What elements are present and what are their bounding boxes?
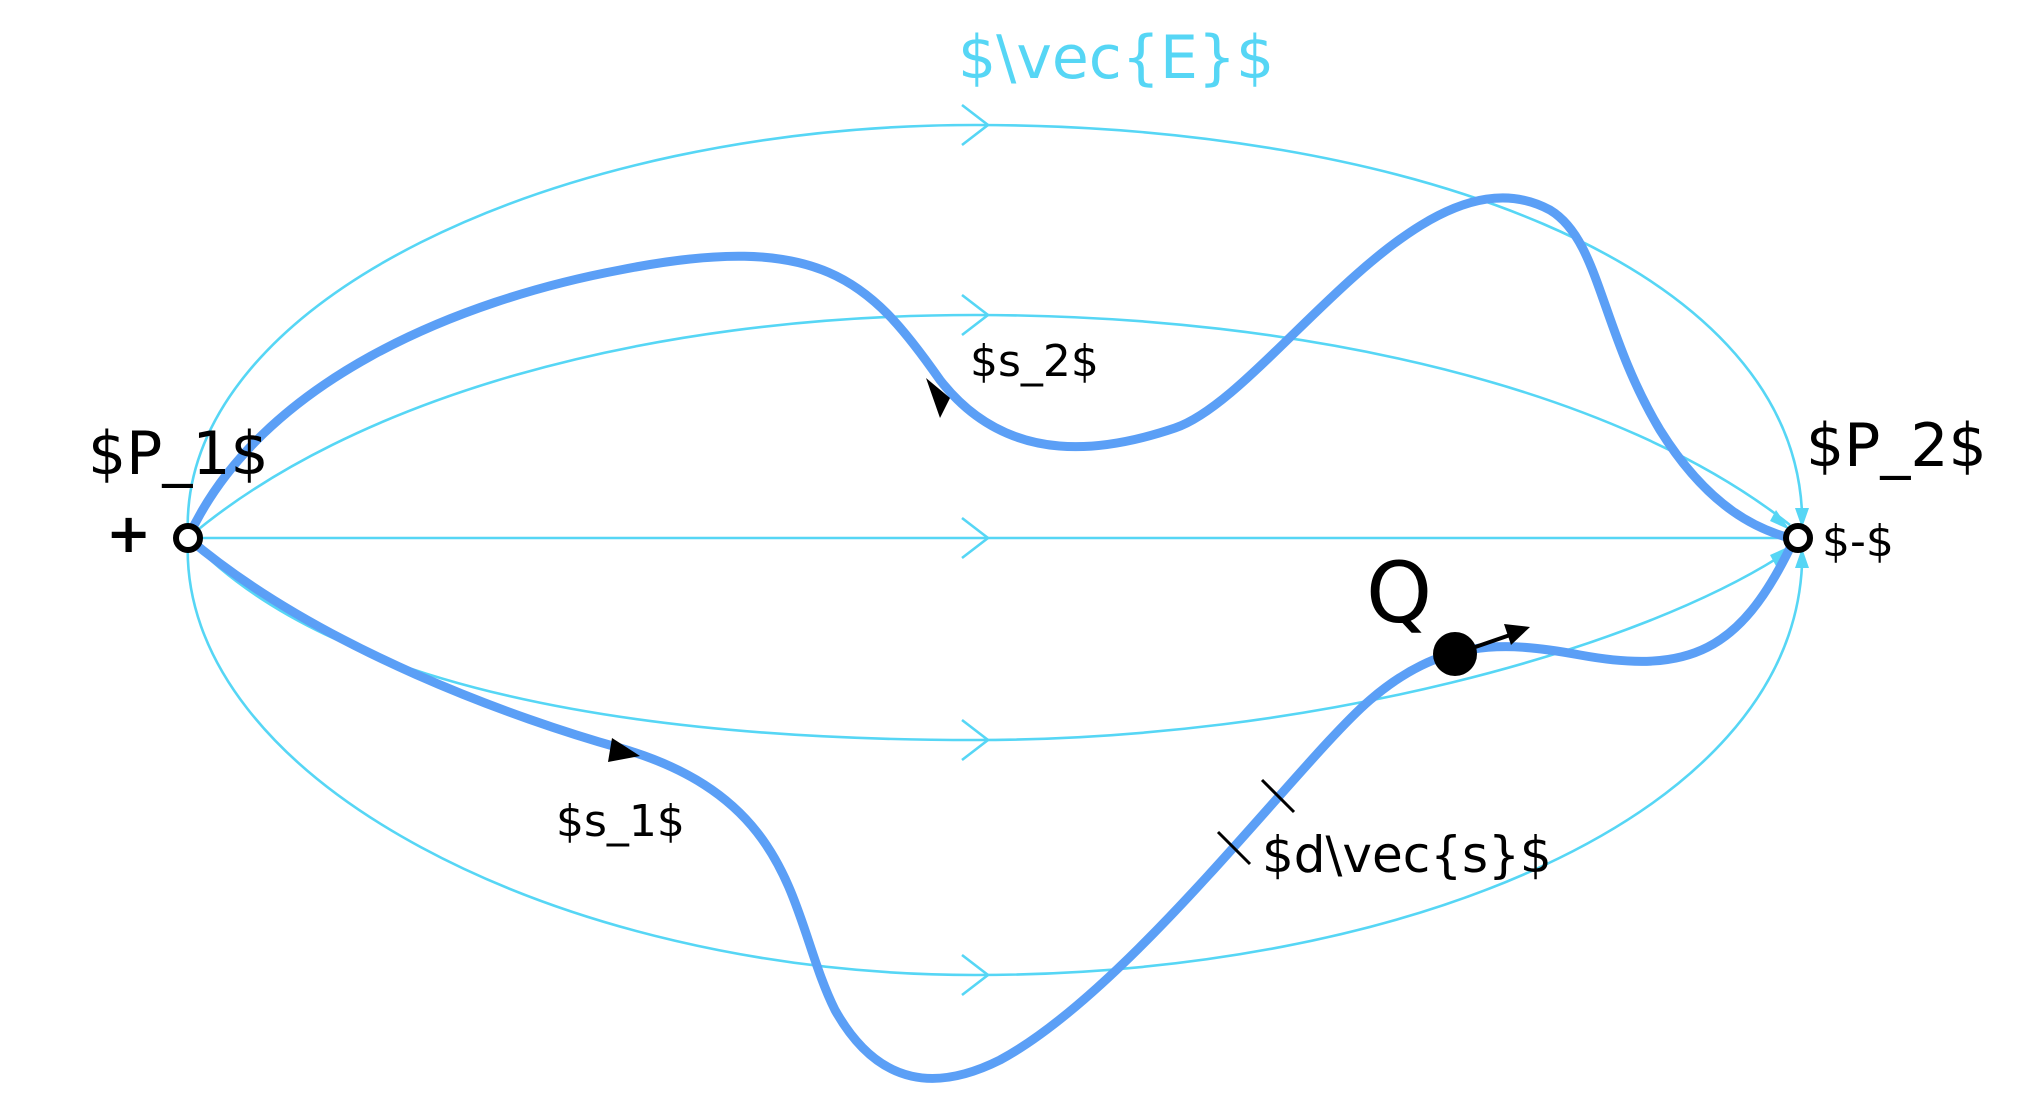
arrowhead-icon xyxy=(1770,510,1790,530)
s2-label: $s_2$ xyxy=(970,336,1099,387)
field-line-inner-bottom xyxy=(187,537,1791,742)
field-arrow-tips xyxy=(1770,508,1809,568)
field-lines xyxy=(186,123,1804,977)
field-line-outer-bottom xyxy=(186,537,1804,977)
q-direction-vector xyxy=(1454,632,1514,656)
path-s2 xyxy=(183,193,1795,543)
path-s1 xyxy=(183,533,1795,1083)
field-line-inner-top xyxy=(187,313,1791,539)
q-vector-arrowhead-icon xyxy=(1504,624,1530,645)
minus-sign: $-$ xyxy=(1822,516,1894,567)
chevron-right-icon xyxy=(961,718,991,762)
ds-tick-mark-start xyxy=(1260,778,1296,814)
s2-direction-arrow-icon xyxy=(926,378,950,418)
s1-label: $s_1$ xyxy=(556,796,685,847)
chevron-right-icon xyxy=(961,293,991,337)
chevron-right-icon xyxy=(961,516,991,560)
chevron-right-icon xyxy=(961,103,991,147)
ds-tick-mark-end xyxy=(1216,830,1252,866)
integration-paths xyxy=(183,193,1795,1083)
p2-label: $P_2$ xyxy=(1806,411,1987,481)
ds-label: $d\vec{s}$ xyxy=(1262,826,1552,884)
arrowhead-icon xyxy=(1795,548,1809,568)
p1-label: $P_1$ xyxy=(88,419,269,489)
s1-direction-arrow-icon xyxy=(608,738,640,762)
q-label: Q xyxy=(1366,544,1432,642)
field-label: $\vec{E}$ xyxy=(958,23,1274,93)
terminal-p1 xyxy=(173,523,203,553)
arrowhead-icon xyxy=(1795,508,1809,528)
terminal-p2 xyxy=(1783,523,1813,553)
chevron-right-icon xyxy=(961,953,991,997)
field-line-outer-top xyxy=(186,123,1804,539)
plus-sign: + xyxy=(106,502,151,565)
field-direction-chevrons xyxy=(961,103,991,997)
